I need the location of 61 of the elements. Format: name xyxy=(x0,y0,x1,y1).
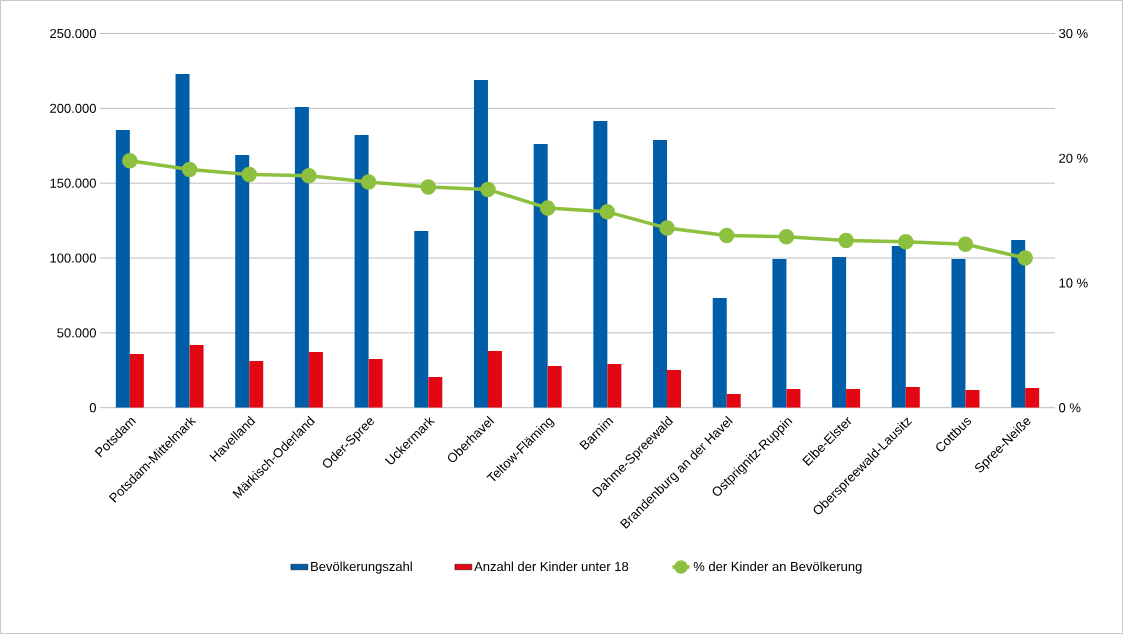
bar xyxy=(308,352,323,408)
legend-label: % der Kinder an Bevölkerung xyxy=(693,561,862,574)
y-tick-label: 50.000 xyxy=(57,328,96,338)
point xyxy=(360,174,377,190)
bar xyxy=(891,246,906,408)
bar xyxy=(294,106,309,408)
bar xyxy=(712,297,727,408)
bar xyxy=(772,259,787,408)
point xyxy=(301,167,317,184)
bar xyxy=(653,140,668,408)
point xyxy=(420,179,437,195)
point xyxy=(241,166,257,183)
bar xyxy=(667,369,682,408)
bar xyxy=(905,387,920,408)
y2-tick-label: 0 % xyxy=(1059,403,1081,413)
bar xyxy=(175,74,190,408)
bar xyxy=(547,365,562,408)
point xyxy=(539,200,556,216)
bar xyxy=(726,393,741,408)
bar xyxy=(1025,387,1040,408)
bar xyxy=(951,259,966,408)
bar xyxy=(115,130,130,408)
bar xyxy=(473,80,488,408)
point xyxy=(838,232,854,249)
bar xyxy=(189,344,204,408)
y-tick-label: 250.000 xyxy=(50,28,96,39)
bar xyxy=(593,121,608,408)
bar xyxy=(414,231,429,408)
bar xyxy=(846,388,861,408)
point xyxy=(122,152,138,169)
bar xyxy=(487,350,502,408)
bar xyxy=(832,256,847,408)
point xyxy=(718,227,735,244)
bar xyxy=(607,363,622,408)
bar xyxy=(235,155,250,408)
bar xyxy=(249,361,264,408)
bar xyxy=(129,353,144,408)
y-tick-label: 100.000 xyxy=(50,253,96,263)
bar xyxy=(965,390,980,408)
point xyxy=(778,229,795,245)
point xyxy=(659,220,675,236)
bar xyxy=(428,377,443,408)
bar xyxy=(533,143,548,408)
y2-tick-label: 10 % xyxy=(1059,278,1088,288)
bar xyxy=(354,134,369,408)
legend-label: Bevölkerungszahl xyxy=(311,561,412,574)
point xyxy=(898,234,914,250)
bar xyxy=(368,359,383,408)
bar xyxy=(786,388,801,408)
point xyxy=(480,181,496,198)
bar xyxy=(1011,240,1026,408)
y2-tick-label: 20 % xyxy=(1059,153,1088,163)
point xyxy=(1017,250,1033,266)
point xyxy=(599,204,616,220)
point xyxy=(181,161,198,178)
y-tick-label: 150.000 xyxy=(50,178,96,188)
y-tick-label: 200.000 xyxy=(50,103,96,113)
legend-label: Anzahl der Kinder unter 18 xyxy=(474,561,629,572)
y2-tick-label: 30 % xyxy=(1059,28,1088,39)
y-tick-label: 0 xyxy=(89,403,96,413)
point xyxy=(957,236,974,253)
